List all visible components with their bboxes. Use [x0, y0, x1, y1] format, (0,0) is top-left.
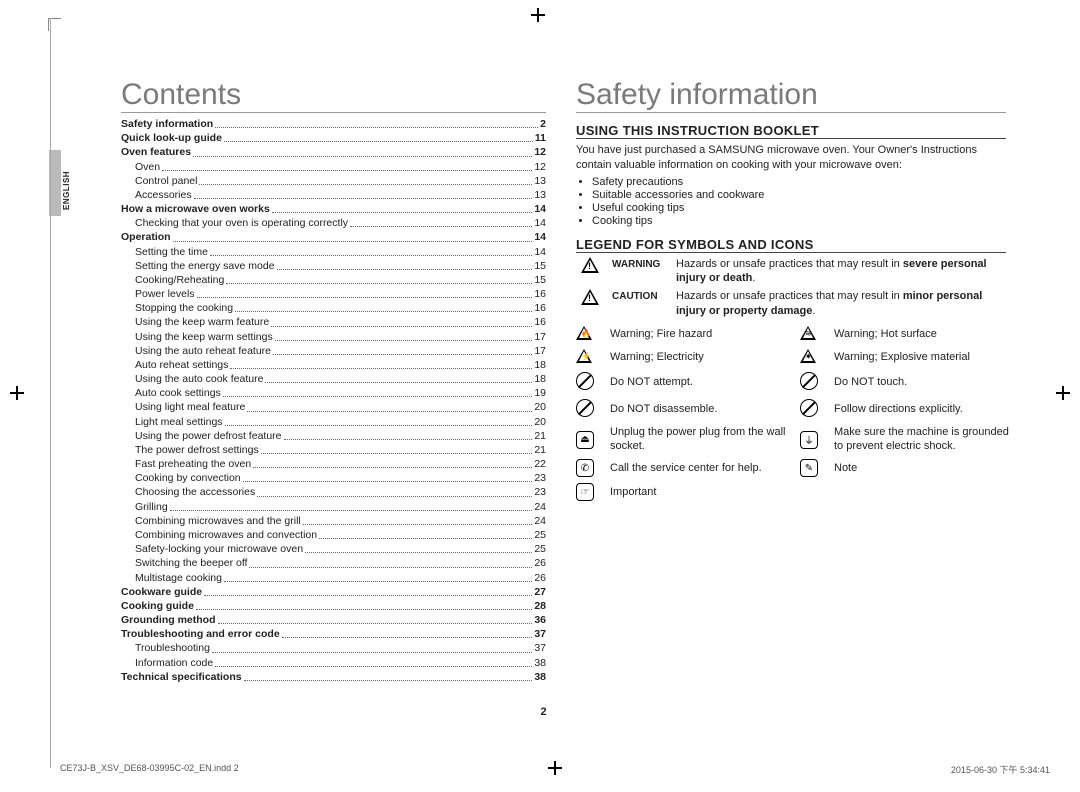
toc-entry: Checking that your oven is operating cor…	[121, 216, 546, 230]
toc-entry: Fast preheating the oven22	[121, 457, 546, 471]
bullet-item: Cooking tips	[592, 215, 1006, 227]
section-legend: LEGEND FOR SYMBOLS AND ICONS	[576, 237, 1006, 253]
toc-entry: Troubleshooting37	[121, 641, 546, 655]
toc-entry: Cooking/Reheating15	[121, 273, 546, 287]
bullet-item: Useful cooking tips	[592, 202, 1006, 214]
intro-bullets: Safety precautionsSuitable accessories a…	[592, 176, 1006, 227]
warning-text: Hazards or unsafe practices that may res…	[676, 257, 1006, 286]
toc-entry: Choosing the accessories23	[121, 485, 546, 499]
toc-entry: Multistage cooking26	[121, 571, 546, 585]
hazard-icon: 🔥	[576, 326, 592, 340]
toc-entry: Safety information2	[121, 117, 546, 131]
toc-entry: Cookware guide27	[121, 585, 546, 599]
footer-timestamp: 2015-06-30 下午 5:34:41	[951, 763, 1050, 776]
footer-filename: CE73J-B_XSV_DE68-03995C-02_EN.indd 2	[60, 763, 239, 776]
table-of-contents: Safety information2Quick look-up guide11…	[121, 117, 546, 684]
legend-caution: ! CAUTION Hazards or unsafe practices th…	[576, 289, 1006, 318]
toc-entry: Using the auto cook feature18	[121, 372, 546, 386]
warning-label: WARNING	[612, 257, 668, 270]
warning-triangle-icon: !	[581, 257, 599, 273]
toc-entry: Cooking by convection23	[121, 471, 546, 485]
icon-description: Unplug the power plug from the wall sock…	[610, 426, 790, 454]
toc-entry: Oven features12	[121, 145, 546, 159]
prohibit-icon	[576, 399, 594, 417]
toc-entry: Accessories13	[121, 188, 546, 202]
caution-label: CAUTION	[612, 289, 668, 302]
hazard-icon: ✷	[800, 349, 816, 363]
icon-description: Warning; Fire hazard	[610, 328, 790, 342]
toc-entry: How a microwave oven works14	[121, 202, 546, 216]
toc-entry: Operation14	[121, 230, 546, 244]
prohibit-icon	[800, 372, 818, 390]
bullet-item: Safety precautions	[592, 176, 1006, 188]
toc-entry: Grounding method36	[121, 613, 546, 627]
toc-entry: Auto cook settings19	[121, 386, 546, 400]
icon-description: Warning; Hot surface	[834, 328, 1014, 342]
legend-warning: ! WARNING Hazards or unsafe practices th…	[576, 257, 1006, 286]
toc-entry: Stopping the cooking16	[121, 301, 546, 315]
bullet-item: Suitable accessories and cookware	[592, 189, 1006, 201]
instruction-icon: ☞	[576, 483, 594, 501]
icon-legend-grid: 🔥Warning; Fire hazard≋Warning; Hot surfa…	[576, 326, 1006, 502]
toc-entry: Quick look-up guide11	[121, 131, 546, 145]
icon-description: Make sure the machine is grounded to pre…	[834, 426, 1014, 454]
prohibit-icon	[576, 372, 594, 390]
icon-description: Important	[610, 486, 790, 500]
toc-entry: Power levels16	[121, 287, 546, 301]
toc-entry: The power defrost settings21	[121, 443, 546, 457]
instruction-icon: ⏏	[576, 431, 594, 449]
toc-entry: Using light meal feature20	[121, 400, 546, 414]
toc-entry: Cooking guide28	[121, 599, 546, 613]
icon-description: Note	[834, 462, 1014, 476]
icon-description: Do NOT attempt.	[610, 376, 790, 390]
icon-description: Call the service center for help.	[610, 462, 790, 476]
icon-description: Warning; Explosive material	[834, 351, 1014, 365]
footer: CE73J-B_XSV_DE68-03995C-02_EN.indd 2 201…	[60, 763, 1050, 776]
caution-triangle-icon: !	[581, 289, 599, 305]
icon-description: Warning; Electricity	[610, 351, 790, 365]
hazard-icon: ≋	[800, 326, 816, 340]
instruction-icon: ✎	[800, 459, 818, 477]
contents-column: Contents Safety information2Quick look-u…	[121, 78, 546, 684]
toc-entry: Using the keep warm settings17	[121, 330, 546, 344]
toc-entry: Switching the beeper off26	[121, 556, 546, 570]
toc-entry: Safety-locking your microwave oven25	[121, 542, 546, 556]
toc-entry: Auto reheat settings18	[121, 358, 546, 372]
toc-entry: Technical specifications38	[121, 670, 546, 684]
safety-heading: Safety information	[576, 78, 1006, 113]
toc-entry: Setting the energy save mode15	[121, 259, 546, 273]
toc-entry: Grilling24	[121, 500, 546, 514]
section-using-booklet: USING THIS INSTRUCTION BOOKLET	[576, 123, 1006, 139]
toc-entry: Control panel13	[121, 174, 546, 188]
registration-mark-bottom	[548, 761, 562, 777]
icon-description: Do NOT disassemble.	[610, 403, 790, 417]
toc-entry: Light meal settings20	[121, 415, 546, 429]
page-number: 2	[540, 706, 546, 718]
icon-description: Do NOT touch.	[834, 376, 1014, 390]
toc-entry: Oven12	[121, 160, 546, 174]
instruction-icon: ⏚	[800, 431, 818, 449]
page-frame: Contents Safety information2Quick look-u…	[50, 18, 1036, 768]
icon-description: Follow directions explicitly.	[834, 403, 1014, 417]
intro-text: You have just purchased a SAMSUNG microw…	[576, 143, 1006, 173]
toc-entry: Information code38	[121, 656, 546, 670]
toc-entry: Using the power defrost feature21	[121, 429, 546, 443]
toc-entry: Troubleshooting and error code37	[121, 627, 546, 641]
contents-heading: Contents	[121, 78, 546, 113]
prohibit-icon	[800, 399, 818, 417]
caution-text: Hazards or unsafe practices that may res…	[676, 289, 1006, 318]
toc-entry: Combining microwaves and convection25	[121, 528, 546, 542]
hazard-icon: ⚡	[576, 349, 592, 363]
safety-column: Safety information USING THIS INSTRUCTIO…	[576, 78, 1006, 684]
toc-entry: Combining microwaves and the grill24	[121, 514, 546, 528]
toc-entry: Using the auto reheat feature17	[121, 344, 546, 358]
instruction-icon: ✆	[576, 459, 594, 477]
toc-entry: Setting the time14	[121, 245, 546, 259]
toc-entry: Using the keep warm feature16	[121, 315, 546, 329]
